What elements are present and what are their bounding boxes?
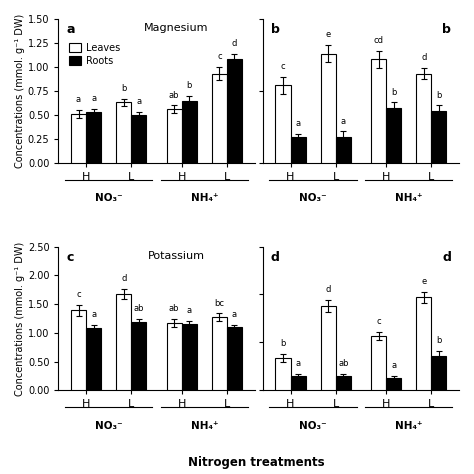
Text: d: d [326,285,331,294]
Bar [291,137,306,163]
Text: NO₃⁻: NO₃⁻ [300,421,327,431]
Bar [182,324,197,391]
Text: a: a [91,94,96,103]
Bar [212,317,227,391]
Bar [131,115,146,163]
Text: d: d [421,53,427,62]
Text: b: b [391,88,396,97]
Y-axis label: Concentrations (mmol. g⁻¹ DW): Concentrations (mmol. g⁻¹ DW) [15,241,25,396]
Text: ab: ab [338,359,348,368]
Text: b: b [442,23,451,36]
Text: Potassium: Potassium [147,251,205,261]
Text: c: c [76,290,81,299]
Bar [166,109,182,163]
Text: Nitrogen treatments: Nitrogen treatments [188,456,324,469]
Text: NO₃⁻: NO₃⁻ [95,193,123,203]
Legend: Leaves, Roots: Leaves, Roots [67,41,122,68]
Text: ab: ab [169,91,179,100]
Bar [291,376,306,391]
Text: b: b [121,84,127,93]
Text: a: a [341,117,346,126]
Text: d: d [121,274,127,283]
Bar [131,322,146,391]
Text: ab: ab [134,304,144,313]
Text: a: a [66,23,75,36]
Text: a: a [137,97,141,106]
Text: b: b [271,23,280,36]
Text: NO₃⁻: NO₃⁻ [300,193,327,203]
Bar [182,100,197,163]
Bar [166,323,182,391]
Bar [336,137,351,163]
Bar [371,59,386,163]
Bar [416,297,431,391]
Text: e: e [421,277,427,286]
Text: NH₄⁺: NH₄⁺ [191,421,218,431]
Text: a: a [232,310,237,319]
Text: c: c [281,62,285,71]
Bar [116,102,131,163]
Bar [86,328,101,391]
Bar [227,59,242,163]
Bar [116,294,131,391]
Bar [227,327,242,391]
Text: a: a [76,95,81,104]
Bar [386,108,401,163]
Text: b: b [186,81,192,90]
Bar [71,114,86,163]
Text: NH₄⁺: NH₄⁺ [395,193,422,203]
Bar [321,306,336,391]
Text: d: d [232,39,237,48]
Bar [431,356,447,391]
Bar [86,112,101,163]
Text: c: c [217,52,222,61]
Bar [371,336,386,391]
Bar [275,85,291,163]
Text: a: a [391,361,396,370]
Bar [386,378,401,391]
Text: NO₃⁻: NO₃⁻ [95,421,123,431]
Text: d: d [442,251,451,264]
Text: a: a [295,359,301,368]
Bar [416,73,431,163]
Bar [71,310,86,391]
Text: NH₄⁺: NH₄⁺ [395,421,422,431]
Y-axis label: Concentrations (mmol. g⁻¹ DW): Concentrations (mmol. g⁻¹ DW) [15,14,25,168]
Text: a: a [187,306,192,315]
Text: d: d [271,251,280,264]
Bar [212,73,227,163]
Text: c: c [66,251,73,264]
Bar [336,376,351,391]
Text: Magnesium: Magnesium [144,23,209,33]
Text: b: b [436,91,442,100]
Text: b: b [280,339,286,348]
Text: c: c [376,317,381,326]
Text: b: b [436,337,442,346]
Text: a: a [91,310,96,319]
Text: NH₄⁺: NH₄⁺ [191,193,218,203]
Text: ab: ab [169,304,179,313]
Text: bc: bc [214,299,224,308]
Text: a: a [295,119,301,128]
Bar [431,111,447,163]
Bar [275,358,291,391]
Bar [321,54,336,163]
Text: cd: cd [374,36,383,45]
Text: e: e [326,30,331,39]
